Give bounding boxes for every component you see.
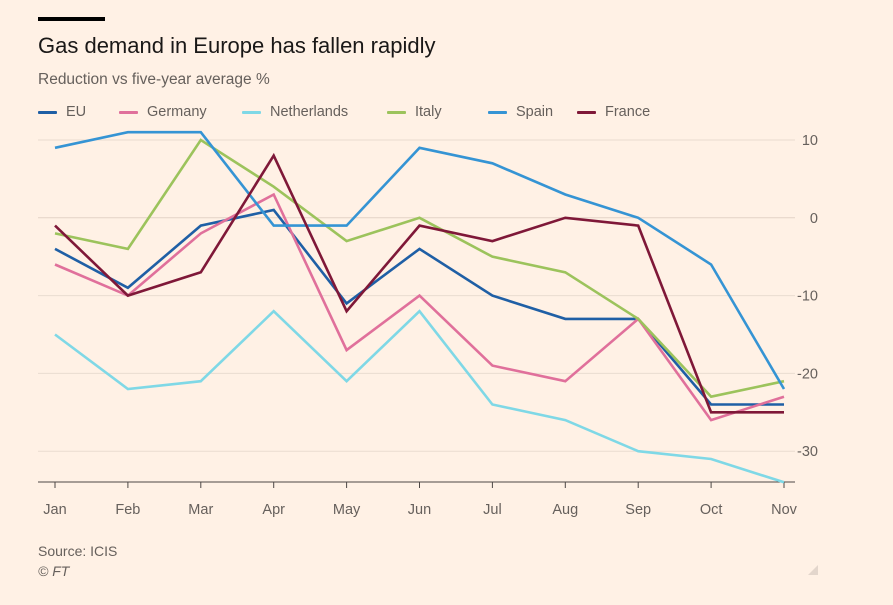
legend-swatch [387, 110, 406, 114]
legend-item-germany: Germany [119, 104, 207, 120]
legend-label: Netherlands [270, 104, 349, 120]
series-line-spain [54, 130, 786, 390]
y-tick-label: 0 [810, 211, 818, 227]
legend-swatch [119, 110, 138, 114]
legend-label: EU [66, 104, 87, 120]
legend-item-eu: EU [38, 104, 86, 120]
header-accent-bar [38, 17, 105, 21]
y-tick-label: 10 [802, 133, 818, 149]
chart-title: Gas demand in Europe has fallen rapidly [38, 33, 436, 58]
series-line-eu [54, 208, 784, 406]
y-tick-label: -20 [797, 366, 818, 382]
legend-label: Italy [415, 104, 442, 120]
x-tick-label: Mar [188, 502, 213, 518]
legend-label: Germany [147, 104, 207, 120]
chart-subtitle: Reduction vs five-year average % [38, 71, 270, 88]
x-tick-label: Aug [552, 502, 578, 518]
legend-item-italy: Italy [387, 104, 442, 120]
legend-swatch [38, 110, 57, 114]
x-tick-label: Oct [700, 502, 723, 518]
chart-legend: EU Germany Netherlands Italy Spain France [38, 104, 878, 124]
legend-item-spain: Spain [488, 104, 553, 120]
resize-corner-icon [808, 565, 818, 575]
legend-swatch [488, 110, 507, 114]
legend-swatch [577, 110, 596, 114]
x-tick-label: Sep [625, 502, 651, 518]
y-tick-label: -30 [797, 444, 818, 460]
legend-item-france: France [577, 104, 650, 120]
x-tick-label: Nov [771, 502, 798, 518]
series-line-netherlands [54, 309, 785, 484]
x-tick-label: Jun [408, 502, 431, 518]
series-line-germany [54, 192, 785, 422]
series-line-italy [54, 138, 785, 399]
legend-swatch [242, 110, 261, 114]
x-tick-label: Jul [483, 502, 502, 518]
x-tick-label: May [333, 502, 361, 518]
legend-item-netherlands: Netherlands [242, 104, 348, 120]
x-tick-label: Feb [115, 502, 140, 518]
legend-label: Spain [516, 104, 554, 120]
copyright-note: © FT [38, 563, 70, 579]
x-tick-label: Jan [43, 502, 66, 518]
x-tick-label: Apr [262, 502, 285, 518]
y-tick-label: -10 [797, 289, 818, 305]
source-note: Source: ICIS [38, 543, 118, 559]
legend-label: France [605, 104, 651, 120]
series-line-france [54, 152, 784, 414]
